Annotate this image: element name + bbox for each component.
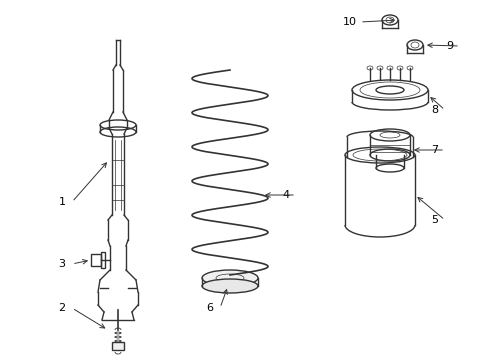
- Bar: [112, 342, 124, 350]
- Text: 9: 9: [446, 41, 454, 51]
- Text: 6: 6: [206, 303, 214, 313]
- Text: 3: 3: [58, 259, 66, 269]
- Ellipse shape: [202, 270, 258, 286]
- Text: 2: 2: [58, 303, 66, 313]
- Ellipse shape: [202, 279, 258, 293]
- Bar: [91, 254, 101, 266]
- Text: 1: 1: [58, 197, 66, 207]
- Text: 10: 10: [343, 17, 357, 27]
- Bar: [101, 252, 105, 268]
- Text: 7: 7: [431, 145, 439, 155]
- Text: 4: 4: [282, 190, 290, 200]
- Text: 5: 5: [432, 215, 439, 225]
- Text: 8: 8: [431, 105, 439, 115]
